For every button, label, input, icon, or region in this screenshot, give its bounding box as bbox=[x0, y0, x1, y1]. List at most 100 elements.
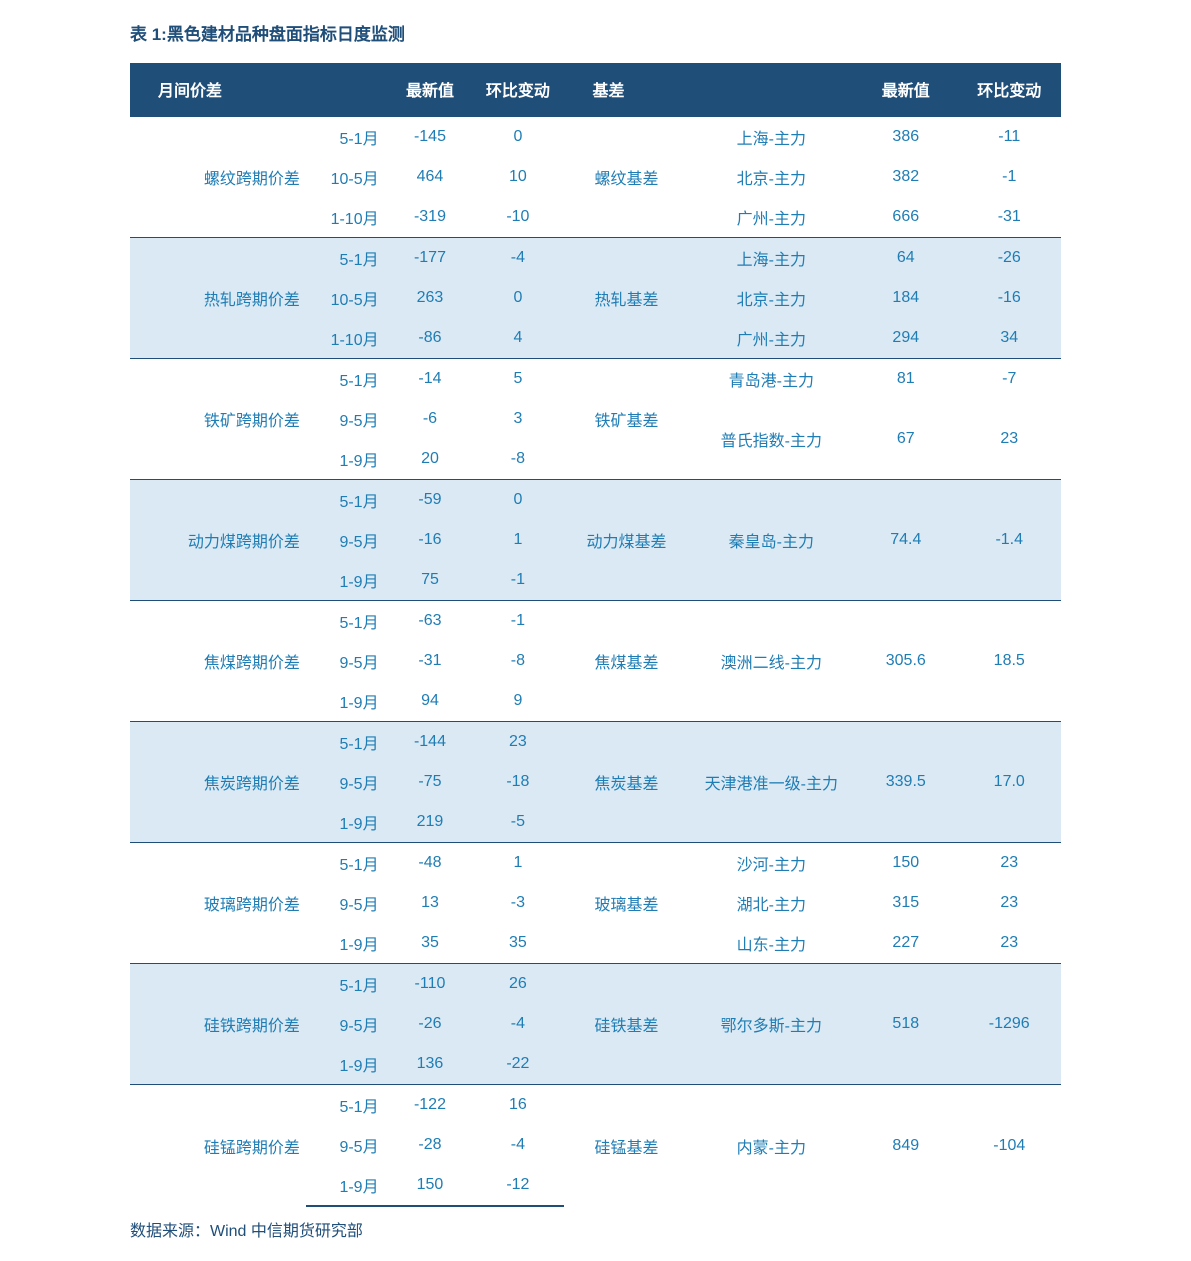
period-cell: 9-5月 bbox=[306, 399, 389, 439]
basis-change-cell: -1296 bbox=[958, 964, 1062, 1085]
table-row: 焦煤跨期价差5-1月-63-1焦煤基差澳洲二线-主力305.618.5 bbox=[130, 601, 1061, 642]
basis-name-cell: 鄂尔多斯-主力 bbox=[689, 964, 855, 1085]
period-cell: 9-5月 bbox=[306, 762, 389, 802]
basis-value-cell: 315 bbox=[854, 883, 957, 923]
period-cell: 1-9月 bbox=[306, 1044, 389, 1085]
value-cell: -145 bbox=[389, 116, 472, 157]
basis-name-cell: 山东-主力 bbox=[689, 923, 855, 964]
change-cell: -22 bbox=[471, 1044, 564, 1085]
change-cell: -12 bbox=[471, 1165, 564, 1206]
group-label-left: 焦炭跨期价差 bbox=[130, 722, 306, 843]
change-cell: 4 bbox=[471, 318, 564, 359]
value-cell: -28 bbox=[389, 1125, 472, 1165]
basis-value-cell: 74.4 bbox=[854, 480, 957, 601]
value-cell: 13 bbox=[389, 883, 472, 923]
group-label-right: 热轧基差 bbox=[564, 238, 688, 359]
period-cell: 5-1月 bbox=[306, 843, 389, 884]
basis-change-cell: -104 bbox=[958, 1085, 1062, 1207]
value-cell: 464 bbox=[389, 157, 472, 197]
period-cell: 1-10月 bbox=[306, 197, 389, 238]
change-cell: -4 bbox=[471, 1004, 564, 1044]
basis-value-cell: 64 bbox=[854, 238, 957, 279]
basis-value-cell: 227 bbox=[854, 923, 957, 964]
group-label-right: 硅锰基差 bbox=[564, 1085, 688, 1207]
basis-value-cell: 81 bbox=[854, 359, 957, 400]
value-cell: 75 bbox=[389, 560, 472, 601]
value-cell: -122 bbox=[389, 1085, 472, 1126]
period-cell: 5-1月 bbox=[306, 359, 389, 400]
period-cell: 1-9月 bbox=[306, 1165, 389, 1206]
basis-name-cell: 秦皇岛-主力 bbox=[689, 480, 855, 601]
group-label-left: 玻璃跨期价差 bbox=[130, 843, 306, 964]
group-label-right: 动力煤基差 bbox=[564, 480, 688, 601]
change-cell: -5 bbox=[471, 802, 564, 843]
header-change-1: 环比变动 bbox=[471, 63, 564, 116]
header-basis: 基差 bbox=[564, 63, 854, 116]
basis-name-cell: 内蒙-主力 bbox=[689, 1085, 855, 1207]
change-cell: 0 bbox=[471, 116, 564, 157]
change-cell: -1 bbox=[471, 560, 564, 601]
change-cell: 3 bbox=[471, 399, 564, 439]
basis-value-cell: 305.6 bbox=[854, 601, 957, 722]
period-cell: 1-9月 bbox=[306, 802, 389, 843]
basis-change-cell: -26 bbox=[958, 238, 1062, 279]
data-source: 数据来源：Wind 中信期货研究部 bbox=[130, 1217, 1061, 1241]
change-cell: -4 bbox=[471, 238, 564, 279]
group-label-left: 螺纹跨期价差 bbox=[130, 116, 306, 238]
basis-value-cell: 339.5 bbox=[854, 722, 957, 843]
period-cell: 9-5月 bbox=[306, 1125, 389, 1165]
period-cell: 5-1月 bbox=[306, 964, 389, 1005]
group-label-right: 玻璃基差 bbox=[564, 843, 688, 964]
period-cell: 5-1月 bbox=[306, 1085, 389, 1126]
period-cell: 10-5月 bbox=[306, 157, 389, 197]
basis-name-cell: 澳洲二线-主力 bbox=[689, 601, 855, 722]
header-row: 月间价差 最新值 环比变动 基差 最新值 环比变动 bbox=[130, 63, 1061, 116]
basis-change-cell: 23 bbox=[958, 843, 1062, 884]
basis-name-cell: 青岛港-主力 bbox=[689, 359, 855, 400]
period-cell: 9-5月 bbox=[306, 883, 389, 923]
basis-change-cell: -1 bbox=[958, 157, 1062, 197]
table-row: 热轧跨期价差5-1月-177-4热轧基差上海-主力64-26 bbox=[130, 238, 1061, 279]
table-body: 螺纹跨期价差5-1月-1450螺纹基差上海-主力386-1110-5月46410… bbox=[130, 116, 1061, 1206]
basis-value-cell: 150 bbox=[854, 843, 957, 884]
basis-name-cell: 广州-主力 bbox=[689, 318, 855, 359]
period-cell: 1-9月 bbox=[306, 560, 389, 601]
basis-change-cell: -1.4 bbox=[958, 480, 1062, 601]
value-cell: -14 bbox=[389, 359, 472, 400]
period-cell: 5-1月 bbox=[306, 722, 389, 763]
basis-change-cell: 17.0 bbox=[958, 722, 1062, 843]
group-label-left: 热轧跨期价差 bbox=[130, 238, 306, 359]
basis-name-cell: 普氏指数-主力 bbox=[689, 399, 855, 480]
group-label-left: 动力煤跨期价差 bbox=[130, 480, 306, 601]
header-latest-1: 最新值 bbox=[389, 63, 472, 116]
change-cell: 26 bbox=[471, 964, 564, 1005]
change-cell: -3 bbox=[471, 883, 564, 923]
table-row: 硅锰跨期价差5-1月-12216硅锰基差内蒙-主力849-104 bbox=[130, 1085, 1061, 1126]
value-cell: -48 bbox=[389, 843, 472, 884]
value-cell: -6 bbox=[389, 399, 472, 439]
basis-value-cell: 67 bbox=[854, 399, 957, 480]
change-cell: 5 bbox=[471, 359, 564, 400]
value-cell: 219 bbox=[389, 802, 472, 843]
period-cell: 5-1月 bbox=[306, 116, 389, 157]
period-cell: 5-1月 bbox=[306, 480, 389, 521]
value-cell: -26 bbox=[389, 1004, 472, 1044]
change-cell: -10 bbox=[471, 197, 564, 238]
basis-value-cell: 849 bbox=[854, 1085, 957, 1207]
period-cell: 1-9月 bbox=[306, 681, 389, 722]
basis-change-cell: 23 bbox=[958, 399, 1062, 480]
period-cell: 5-1月 bbox=[306, 238, 389, 279]
group-label-right: 焦炭基差 bbox=[564, 722, 688, 843]
group-label-left: 铁矿跨期价差 bbox=[130, 359, 306, 480]
group-label-right: 铁矿基差 bbox=[564, 359, 688, 480]
value-cell: 136 bbox=[389, 1044, 472, 1085]
change-cell: -4 bbox=[471, 1125, 564, 1165]
table-row: 玻璃跨期价差5-1月-481玻璃基差沙河-主力15023 bbox=[130, 843, 1061, 884]
value-cell: -110 bbox=[389, 964, 472, 1005]
basis-change-cell: 18.5 bbox=[958, 601, 1062, 722]
change-cell: 0 bbox=[471, 278, 564, 318]
period-cell: 9-5月 bbox=[306, 641, 389, 681]
change-cell: -8 bbox=[471, 439, 564, 480]
group-label-right: 焦煤基差 bbox=[564, 601, 688, 722]
basis-name-cell: 上海-主力 bbox=[689, 238, 855, 279]
